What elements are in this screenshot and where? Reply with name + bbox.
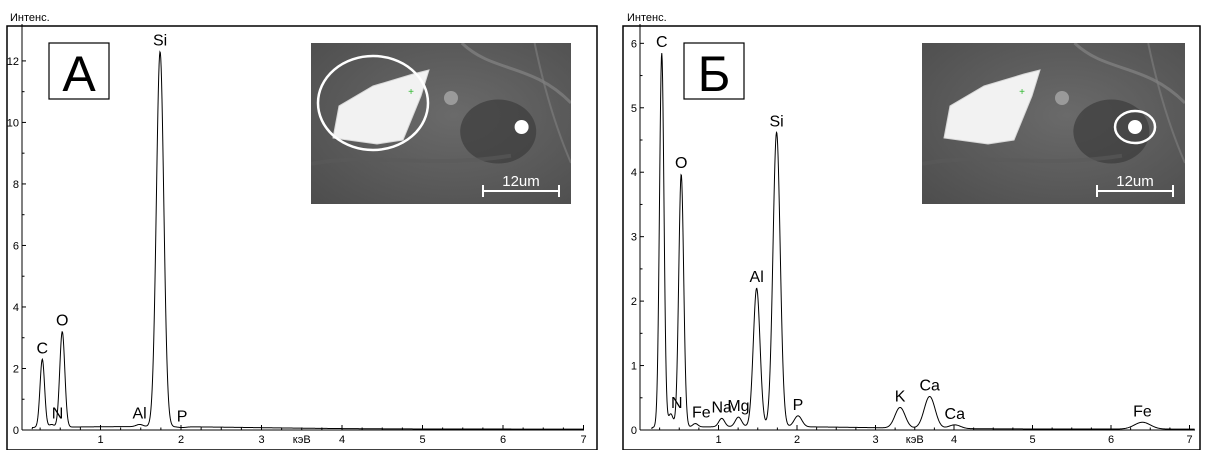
scale-bar-label: 12um — [1116, 173, 1154, 190]
selection-ellipse — [316, 54, 430, 152]
peak-label-o: O — [675, 155, 687, 172]
spectrum-panel-a: Интенс. 0 2 4 6 8 10 12 1 2 3 4 5 6 7 кэВ C N O Al Si P А +12um — [6, 12, 598, 450]
spectrum-panel-b: Интенс. 0 1 2 3 4 5 6 1 2 3 4 5 6 7 кэВ C N O Fe Na Mg Al Si P K C… — [604, 0, 1208, 450]
panel-label-box — [683, 42, 745, 100]
spectrum-line — [31, 50, 584, 430]
sem-micrograph-inset: +12um — [922, 43, 1185, 204]
x-tick-label: 7 — [580, 434, 586, 446]
y-tick-label: 4 — [13, 302, 19, 314]
x-axis-label: кэВ — [906, 434, 924, 446]
y-tick-label: 2 — [631, 296, 637, 308]
y-tick-label: 12 — [7, 56, 19, 68]
y-tick-label: 6 — [631, 38, 637, 50]
bright-particle — [943, 69, 1041, 145]
x-tick-label: 4 — [951, 434, 957, 446]
peak-label-p: P — [793, 397, 804, 414]
peak-label-c: C — [656, 34, 668, 51]
peak-label-n: N — [52, 405, 64, 422]
y-tick-label: 3 — [631, 232, 637, 244]
sem-micrograph-inset: +12um — [311, 43, 571, 204]
crosshair-marker-icon: + — [1019, 87, 1025, 98]
x-tick-label: 3 — [258, 434, 264, 446]
scale-bar-label: 12um — [502, 173, 540, 190]
crosshair-marker-icon: + — [408, 87, 414, 98]
y-axis-label: Интенс. — [10, 12, 50, 24]
bright-spot — [514, 120, 529, 134]
x-tick-label: 3 — [872, 434, 878, 446]
x-tick-label: 7 — [1186, 434, 1192, 446]
x-tick-label: 2 — [178, 434, 184, 446]
x-tick-label: 2 — [794, 434, 800, 446]
y-tick-label: 10 — [7, 117, 19, 129]
x-axis-label: кэВ — [293, 434, 311, 446]
panel-label: Б — [698, 46, 731, 102]
peak-label-fe: Fe — [1133, 403, 1152, 420]
y-tick-label: 6 — [13, 240, 19, 252]
peak-label-ca: Ca — [945, 406, 966, 423]
peak-label-ca: Ca — [919, 377, 940, 394]
x-tick-label: 5 — [419, 434, 425, 446]
x-tick-label: 6 — [500, 434, 506, 446]
y-tick-label: 0 — [13, 425, 19, 437]
y-tick-label: 1 — [631, 361, 637, 373]
peak-label-si: Si — [153, 33, 167, 50]
x-tick-label: 4 — [339, 434, 345, 446]
peak-label-k: K — [895, 388, 906, 405]
y-axis-label: Интенс. — [627, 12, 667, 24]
y-tick-label: 2 — [13, 363, 19, 375]
peak-label-al: Al — [750, 269, 764, 286]
peak-label-p: P — [177, 409, 188, 426]
x-tick-label: 1 — [715, 434, 721, 446]
peak-label-fe: Fe — [692, 405, 711, 422]
peak-label-si: Si — [769, 113, 783, 130]
panel-label-box — [48, 42, 110, 100]
spectrum-line — [651, 53, 1195, 430]
plot-frame — [622, 25, 1201, 450]
peak-label-mg: Mg — [727, 398, 749, 415]
y-tick-label: 8 — [13, 179, 19, 191]
peak-label-n: N — [671, 395, 683, 412]
peak-label-c: C — [37, 340, 49, 357]
plot-frame — [6, 25, 598, 450]
peak-label-na: Na — [711, 399, 732, 416]
x-tick-label: 5 — [1029, 434, 1035, 446]
selection-ellipse — [1113, 109, 1157, 145]
y-tick-label: 0 — [631, 425, 637, 437]
bright-spot — [1128, 120, 1143, 134]
x-tick-label: 6 — [1108, 434, 1114, 446]
y-tick-label: 4 — [631, 167, 637, 179]
peak-label-o: O — [56, 313, 68, 330]
bright-particle — [332, 69, 430, 145]
panel-label: А — [62, 46, 96, 102]
x-tick-label: 1 — [97, 434, 103, 446]
peak-label-al: Al — [133, 405, 147, 422]
y-tick-label: 5 — [631, 103, 637, 115]
